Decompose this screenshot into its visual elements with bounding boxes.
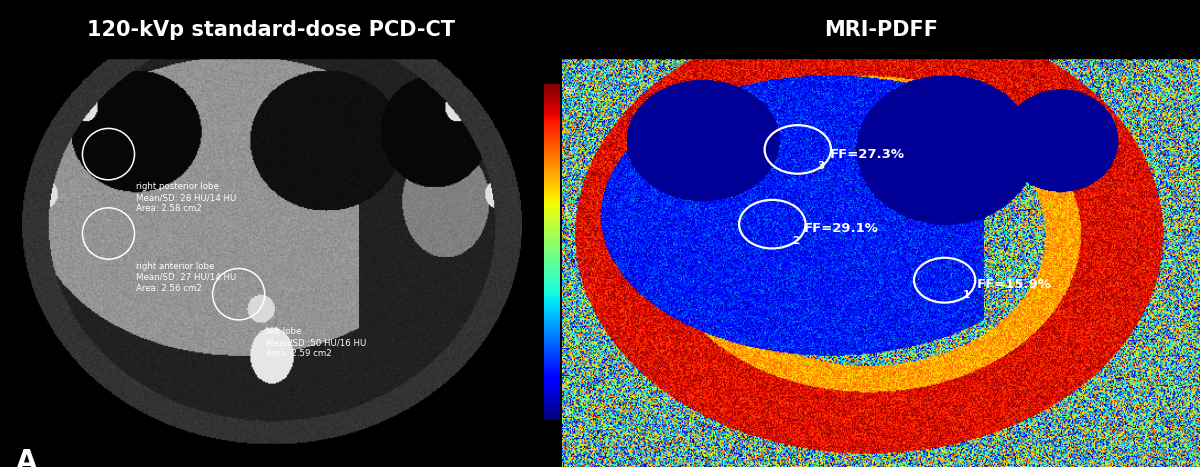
Text: 1.2: 1.2 xyxy=(564,207,578,216)
Text: 120-kVp standard-dose PCD-CT: 120-kVp standard-dose PCD-CT xyxy=(88,21,455,40)
Text: right anterior lobe
Mean/SD: 27 HU/14 HU
Area: 2.56 cm2: right anterior lobe Mean/SD: 27 HU/14 HU… xyxy=(136,262,236,293)
Text: 50: 50 xyxy=(564,87,575,96)
Text: FF=27.3%: FF=27.3% xyxy=(829,148,905,161)
Text: right posterior lobe
Mean/SD: 28 HU/14 HU
Area: 2.58 cm2: right posterior lobe Mean/SD: 28 HU/14 H… xyxy=(136,182,236,213)
Text: 0: 0 xyxy=(564,408,570,417)
Text: FF=29.1%: FF=29.1% xyxy=(804,222,880,235)
Text: MRI-PDFF: MRI-PDFF xyxy=(823,21,938,40)
Text: 2: 2 xyxy=(792,236,799,246)
Text: A: A xyxy=(17,448,37,467)
Text: 3: 3 xyxy=(817,161,824,171)
Bar xyxy=(0,0,542,58)
Text: left lobe
Mean/SD :50 HU/16 HU
Area: 2.59 cm2: left lobe Mean/SD :50 HU/16 HU Area: 2.5… xyxy=(265,327,366,358)
Text: FF=15.9%: FF=15.9% xyxy=(977,278,1051,291)
Bar xyxy=(562,0,1200,58)
Text: 1: 1 xyxy=(964,290,971,300)
